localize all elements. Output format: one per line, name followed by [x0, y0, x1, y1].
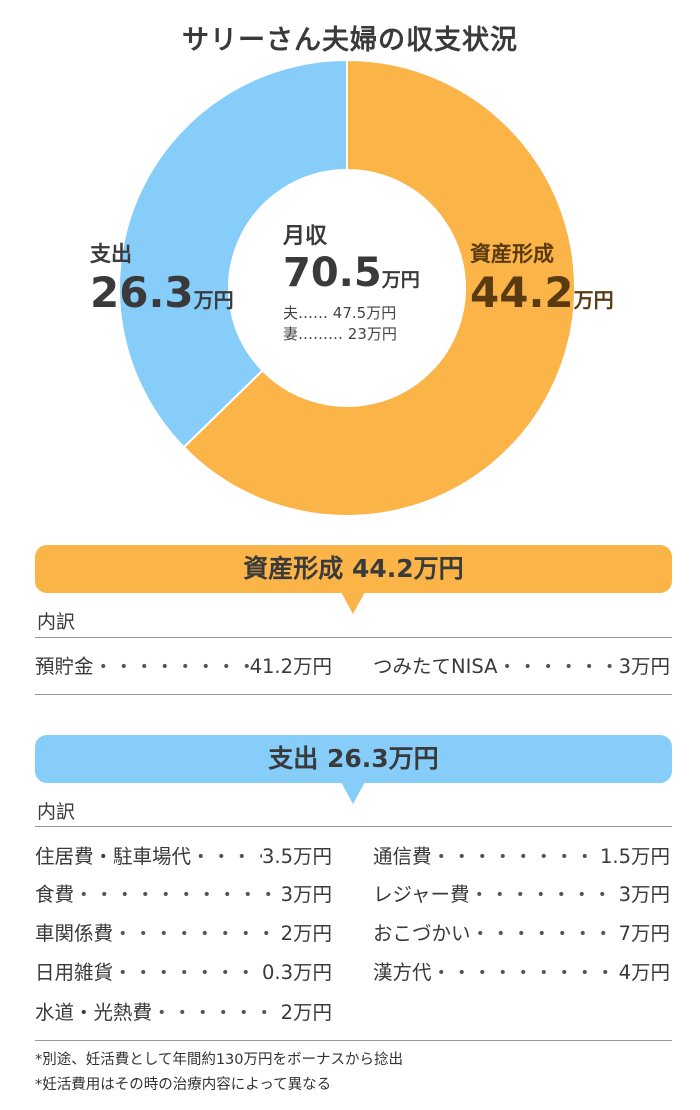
- expense-subhead: 内訳: [37, 801, 76, 823]
- list-item: つみたてNISA・・・・・・・・・・・・・・・・・・・・3万円: [373, 655, 670, 678]
- donut-chart: [118, 58, 576, 517]
- expense-banner-arrow: [341, 782, 365, 804]
- divider: [35, 1040, 672, 1041]
- center-breakdown-husband: 夫…… 47.5万円: [283, 304, 397, 322]
- center-value: 70.5万円: [283, 250, 420, 296]
- expense-banner: 支出 26.3万円: [35, 735, 672, 783]
- center-breakdown-wife: 妻……… 23万円: [283, 325, 397, 343]
- expense-slice-label: 支出 26.3万円: [90, 238, 234, 325]
- list-item: 食費・・・・・・・・・・・・・・・・・・・・3万円: [35, 883, 332, 906]
- list-item: 預貯金・・・・・・・・・・・・・・・・・・・・41.2万円: [35, 655, 332, 678]
- list-item: 住居費・駐車場代・・・・・・・・・・・・・・・・・・・・3.5万円: [35, 845, 332, 868]
- footnote: *別途、妊活費として年間約130万円をボーナスから捻出: [35, 1052, 403, 1068]
- expense-slice-name: 支出: [90, 242, 132, 266]
- list-item: レジャー費・・・・・・・・・・・・・・・・・・・・3万円: [373, 883, 670, 906]
- asset-slice-name: 資産形成: [470, 242, 554, 266]
- divider: [35, 637, 672, 638]
- list-item: 日用雑貨・・・・・・・・・・・・・・・・・・・・0.3万円: [35, 961, 332, 984]
- asset-slice-label: 資産形成 44.2万円: [470, 238, 614, 325]
- chart-title: サリーさん夫婦の収支状況: [182, 25, 518, 56]
- list-item: 水道・光熱費・・・・・・・・・・・・・・・・・・・・2万円: [35, 1001, 332, 1024]
- asset-banner-arrow: [341, 592, 365, 614]
- list-item: おこづかい・・・・・・・・・・・・・・・・・・・・7万円: [373, 922, 670, 945]
- asset-banner: 資産形成 44.2万円: [35, 545, 672, 593]
- center-summary: 月収 70.5万円 夫…… 47.5万円 妻……… 23万円: [283, 218, 433, 345]
- footnote: *妊活費用はその時の治療内容によって異なる: [35, 1077, 332, 1093]
- list-item: 車関係費・・・・・・・・・・・・・・・・・・・・2万円: [35, 922, 332, 945]
- divider: [35, 826, 672, 827]
- asset-subhead: 内訳: [37, 611, 76, 633]
- asset-slice-value: 44.2万円: [470, 268, 614, 317]
- divider: [35, 694, 672, 695]
- expense-slice-value: 26.3万円: [90, 268, 234, 317]
- asset-slice: [182, 58, 576, 517]
- center-label: 月収: [283, 224, 328, 249]
- expense-slice: [118, 58, 348, 449]
- list-item: 漢方代・・・・・・・・・・・・・・・・・・・・4万円: [373, 961, 670, 984]
- list-item: 通信費・・・・・・・・・・・・・・・・・・・・1.5万円: [373, 845, 670, 868]
